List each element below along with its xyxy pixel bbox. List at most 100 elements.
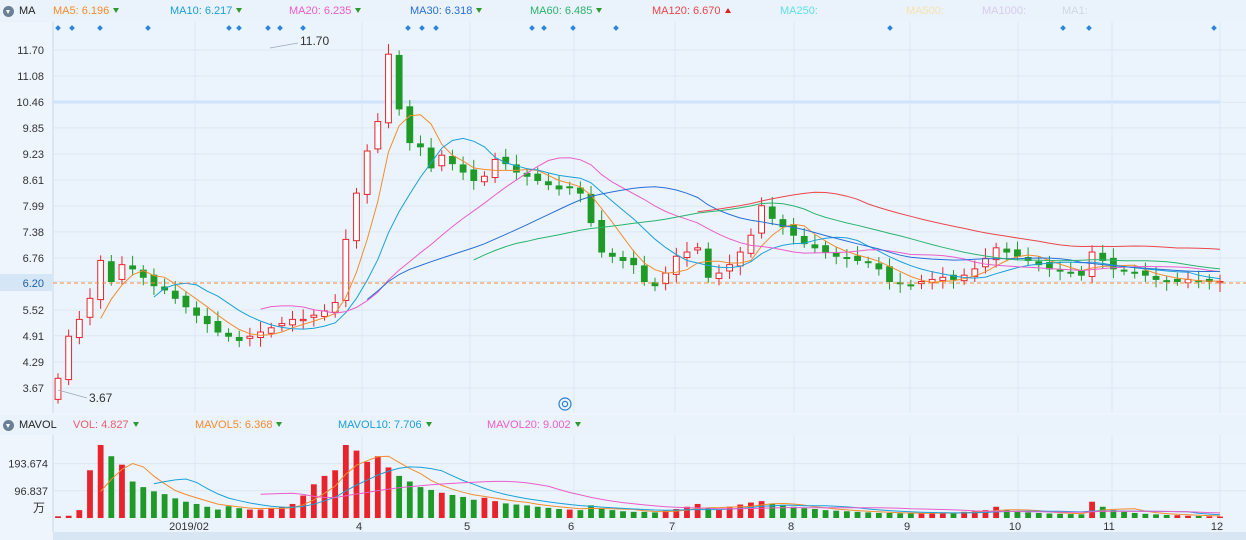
ma-legend-item[interactable]: MA250:: [780, 5, 818, 17]
volume-bar: [1195, 516, 1202, 518]
candle-body: [385, 53, 392, 124]
volume-bar: [886, 512, 893, 518]
current-price-tag: [0, 274, 52, 291]
ma-legend-item[interactable]: MA10: 6.217: [170, 5, 243, 17]
event-marker: [541, 25, 547, 31]
event-marker: [277, 25, 283, 31]
event-marker: [419, 25, 425, 31]
ma-legend-item[interactable]: MA1000:: [982, 5, 1026, 17]
candle-body: [992, 247, 1000, 261]
price-panel-collapse-icon[interactable]: [3, 6, 14, 17]
ma-legend-item[interactable]: MA1:: [1062, 5, 1088, 17]
candle-body: [1056, 269, 1064, 272]
x-axis-label: 4: [356, 521, 362, 533]
volume-bar: [246, 509, 253, 518]
volume-bar: [843, 511, 850, 518]
ma20-line: [260, 157, 1221, 314]
arrow-down-icon: [596, 8, 603, 13]
candle-body: [619, 257, 627, 261]
volume-bar: [151, 491, 157, 518]
candle-body: [417, 143, 424, 148]
ma-legend-item[interactable]: MA30: 6.318: [410, 5, 483, 17]
volume-bar: [620, 511, 626, 518]
ma-legend-item[interactable]: MA60: 6.485: [530, 5, 603, 17]
volume-bar: [204, 506, 211, 518]
volume-bar: [1003, 509, 1010, 518]
candle-body: [118, 264, 126, 280]
candle-body: [939, 276, 947, 282]
event-marker: [226, 25, 232, 31]
candle-body: [779, 219, 787, 228]
candle-body: [758, 205, 766, 234]
volume-bar: [609, 510, 616, 518]
ma-legend-item[interactable]: MA20: 6.235: [289, 5, 362, 17]
volume-bar: [129, 481, 136, 518]
min-leader-line: [57, 389, 88, 399]
ma-legend-label: MA500:: [906, 5, 944, 17]
ma60-line: [473, 202, 1221, 270]
candle-body: [886, 266, 893, 283]
candle-body: [694, 247, 702, 251]
ma-legend-item[interactable]: MA500:: [906, 5, 944, 17]
arrow-up-icon: [724, 8, 731, 13]
volume-panel-collapse-icon[interactable]: [3, 420, 14, 431]
price-tick-label: 7.38: [23, 227, 44, 239]
event-at-icon[interactable]: [558, 397, 572, 411]
x-axis-label: 7: [669, 521, 675, 533]
ma-legend-label: MA120: 6.670: [652, 5, 721, 17]
volume-bar: [758, 501, 765, 518]
candle-body: [225, 332, 232, 337]
volume-plot-area: [53, 435, 1246, 532]
candle-body: [768, 206, 776, 219]
price-plot-area: [53, 22, 1246, 413]
candle-body: [1078, 270, 1085, 276]
candle-body: [811, 244, 819, 249]
volume-bar: [726, 506, 733, 518]
volume-bar: [481, 497, 488, 518]
candle-body: [171, 290, 179, 299]
price-tick-label: 11.08: [17, 71, 44, 83]
candle-body: [608, 252, 616, 257]
volume-bar: [897, 513, 904, 518]
mavol-legend-item[interactable]: MAVOL5: 6.368: [195, 419, 283, 431]
candle-body: [832, 252, 840, 257]
candle-body: [54, 377, 62, 400]
candle-body: [1131, 271, 1139, 274]
volume-bar: [1131, 512, 1138, 518]
candle-body: [193, 307, 200, 316]
mavol20-line: [260, 480, 1221, 514]
event-marker: [55, 25, 61, 31]
candle-body: [630, 257, 638, 266]
candle-body: [875, 263, 883, 270]
candle-body: [203, 315, 211, 325]
candle-body: [150, 274, 158, 287]
mavol-legend-item[interactable]: MAVOL10: 7.706: [338, 419, 432, 431]
price-tick-label: 10.46: [16, 97, 44, 109]
candle-body: [331, 302, 339, 313]
volume-bar: [513, 504, 520, 518]
ma-legend-item[interactable]: MA120: 6.670: [652, 5, 731, 17]
price-tick-label: 8.61: [23, 175, 44, 187]
ma-legend-item[interactable]: MA5: 6.196: [53, 5, 120, 17]
volume-bar: [939, 512, 946, 518]
volume-bar: [193, 503, 200, 518]
candle-body: [950, 274, 957, 280]
event-marker: [1060, 25, 1066, 31]
arrow-down-icon: [276, 422, 283, 427]
volume-bar: [406, 481, 413, 518]
event-marker: [69, 25, 75, 31]
volume-bar: [502, 503, 509, 518]
candle-body: [353, 192, 360, 242]
mavol-legend-item[interactable]: MAVOL20: 9.002: [487, 419, 581, 431]
mavol-legend-item[interactable]: VOL: 4.827: [73, 419, 139, 431]
price-panel-name: MA: [19, 5, 36, 17]
event-marker: [433, 25, 439, 31]
candle-body: [449, 155, 456, 165]
candle-body: [683, 251, 691, 259]
candle-body: [65, 335, 73, 381]
volume-bar: [971, 511, 978, 518]
max-price-label: 11.70: [300, 34, 329, 48]
volume-bar: [396, 475, 403, 518]
volume-bar: [875, 512, 882, 518]
